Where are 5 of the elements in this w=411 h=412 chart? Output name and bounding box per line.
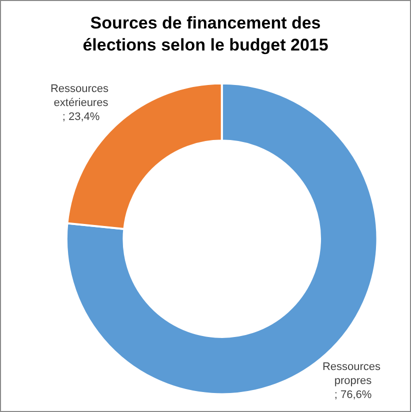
slice-label: Ressources extérieures	[50, 83, 112, 109]
data-label: ; 23,4%	[62, 111, 100, 123]
slice-label: Ressources propres	[322, 361, 384, 387]
chart-title: Sources de financement des élections selon le budget 2015	[82, 14, 328, 54]
data-label: ; 76,6%	[334, 389, 372, 401]
